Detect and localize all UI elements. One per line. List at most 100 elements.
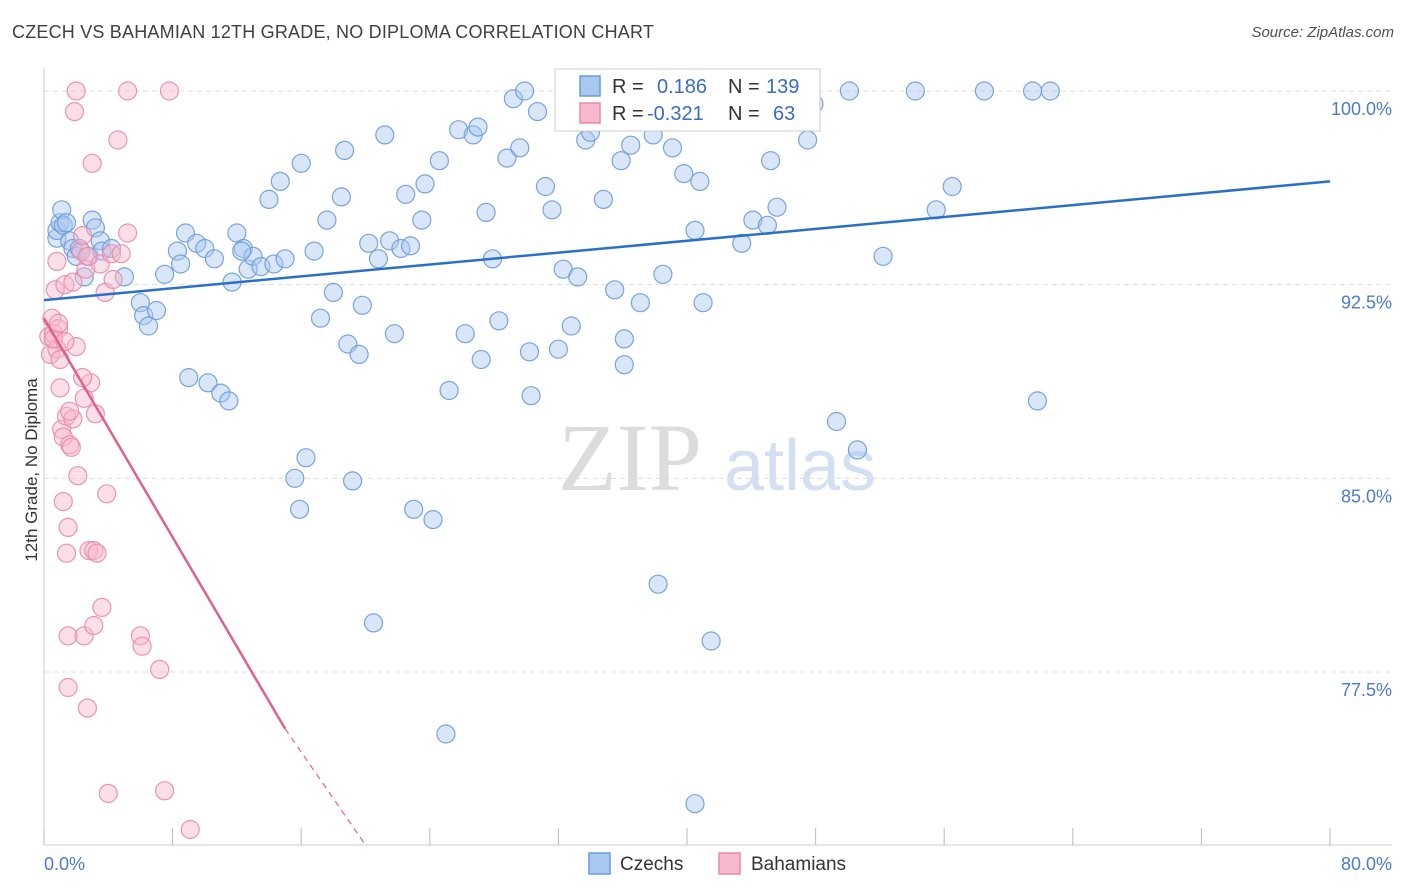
y-tick-label: 92.5%: [1341, 293, 1392, 313]
czech-point: [449, 120, 469, 140]
czech-point: [259, 189, 279, 209]
czech-point: [56, 213, 77, 233]
czech-point: [198, 373, 218, 393]
czech-point: [404, 499, 424, 519]
bahamian-point: [71, 241, 91, 261]
legend-bahamians-n-label: N =: [728, 103, 760, 125]
bahamian-point: [50, 378, 70, 398]
czech-point: [310, 308, 331, 328]
bahamian-point: [63, 409, 83, 429]
bottom-legend-bahamians-swatch: [718, 852, 741, 875]
legend-czechs-r-value: 0.186: [657, 76, 707, 98]
legend-czechs-n-label: N =: [728, 76, 760, 98]
bahamian-point: [66, 81, 86, 101]
bahamian-point: [55, 275, 75, 295]
bahamian-point: [132, 636, 152, 656]
czech-point: [380, 231, 400, 251]
bahamian-point: [117, 223, 138, 243]
czech-point: [368, 249, 388, 269]
czech-point: [674, 164, 694, 184]
bahamian-point: [150, 659, 170, 680]
y-tick-label: 100.0%: [1331, 99, 1392, 119]
bahamian-point: [58, 677, 78, 698]
bahamian-point: [53, 492, 73, 512]
czech-point: [468, 117, 488, 137]
czech-point: [568, 267, 588, 287]
czech-point: [291, 153, 311, 173]
czech-point: [179, 368, 199, 388]
czech-point: [232, 241, 252, 261]
grid: [44, 90, 1392, 673]
bahamian-point: [48, 313, 69, 333]
bottom-legend-czechs-label: Czechs: [620, 854, 683, 875]
bahamian-point: [84, 540, 104, 561]
bahamian-point: [155, 781, 175, 801]
czech-point: [285, 468, 305, 488]
bottom-legend-czechs-swatch: [588, 852, 611, 875]
bahamian-point: [82, 153, 102, 173]
czech-point: [760, 151, 781, 171]
czech-point: [304, 241, 324, 261]
czech-point: [621, 135, 641, 155]
czech-point: [701, 631, 721, 651]
czech-point: [211, 383, 231, 403]
legend: R = 0.186 N = 139 R = -0.321 N = 63: [554, 68, 821, 132]
czech-point: [826, 411, 847, 432]
czech-point: [335, 140, 355, 160]
czech-point: [323, 282, 343, 302]
legend-bahamians-r-value: -0.321: [647, 103, 704, 125]
bahamian-point: [108, 130, 128, 150]
czech-point: [74, 267, 94, 287]
bahamians-trend-extension: [284, 728, 366, 846]
czech-point: [527, 101, 548, 122]
chart-title: CZECH VS BAHAMIAN 12TH GRADE, NO DIPLOMA…: [12, 22, 655, 42]
czech-point: [415, 174, 435, 194]
bahamian-point: [84, 615, 104, 636]
bahamian-point: [77, 698, 98, 718]
czech-point: [611, 151, 631, 171]
czech-point: [839, 81, 860, 101]
czech-point: [439, 380, 459, 401]
czech-point: [352, 295, 372, 315]
czech-point: [743, 210, 763, 230]
czech-point: [471, 349, 491, 370]
czech-point: [653, 264, 673, 284]
czech-point: [331, 187, 351, 207]
czech-point: [847, 440, 868, 460]
bahamians-trend-line: [42, 317, 287, 730]
czech-point: [521, 386, 541, 406]
bahamian-point: [103, 269, 123, 290]
czech-point: [412, 210, 432, 230]
czech-point: [219, 391, 239, 411]
czech-point: [290, 499, 310, 519]
czech-point: [873, 246, 893, 266]
czech-point: [155, 264, 175, 284]
watermark-zip: ZIP: [558, 404, 702, 511]
bahamian-point: [56, 543, 77, 563]
czechs-trend-line: [43, 180, 1331, 302]
czech-point: [396, 184, 416, 204]
bahamian-point: [98, 783, 118, 804]
bahamian-point: [92, 597, 112, 618]
czech-point: [264, 254, 284, 274]
czech-point: [359, 233, 379, 253]
czech-point: [375, 125, 395, 145]
bahamian-point: [72, 226, 93, 246]
bahamian-point: [72, 368, 93, 388]
czech-point: [423, 509, 443, 530]
bahamian-point: [111, 244, 131, 264]
czech-point: [146, 300, 167, 321]
legend-czechs-r-label: R =: [612, 76, 644, 98]
czech-point: [436, 724, 456, 744]
czech-point: [171, 254, 191, 274]
y-tick-labels: 77.5% 85.0% 92.5% 100.0%: [1331, 99, 1392, 700]
czech-point: [942, 176, 962, 197]
czech-point: [662, 138, 683, 158]
czech-point: [1022, 81, 1043, 101]
czech-point: [593, 189, 614, 209]
bottom-legend: Czechs Bahamians: [588, 852, 846, 875]
bottom-legend-bahamians-label: Bahamians: [751, 854, 846, 875]
czech-point: [243, 246, 263, 266]
czech-point: [685, 220, 705, 240]
